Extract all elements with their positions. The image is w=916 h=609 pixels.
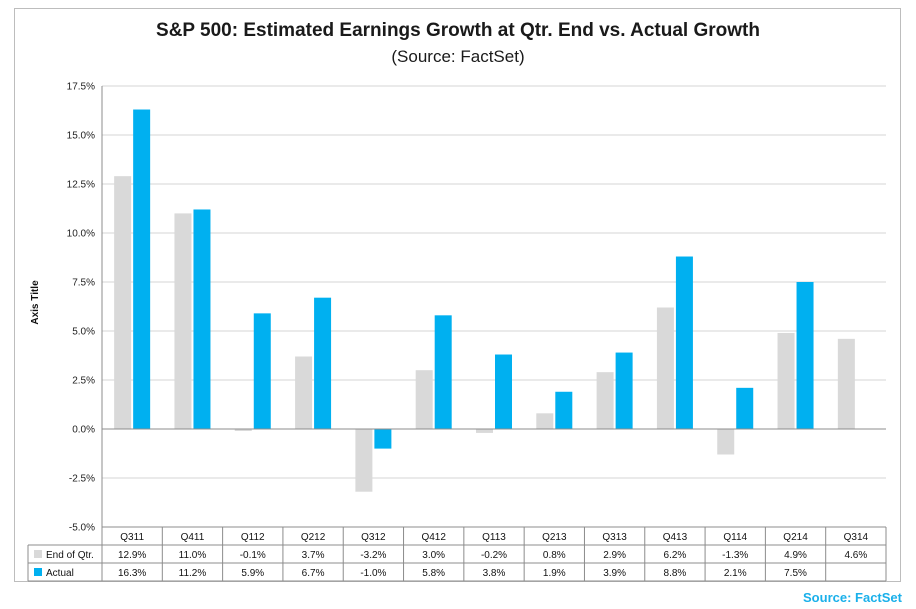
data-label: -1.3% bbox=[722, 550, 748, 561]
bar-actual-q412 bbox=[434, 315, 452, 429]
data-label: 0.8% bbox=[543, 550, 566, 561]
y-tick-label: 17.5% bbox=[67, 82, 95, 93]
data-label: 11.0% bbox=[179, 550, 207, 561]
legend-label-end-of-qtr: End of Qtr. bbox=[46, 550, 94, 561]
data-label: 7.5% bbox=[784, 568, 807, 579]
data-label: 5.8% bbox=[422, 568, 445, 579]
x-tick-label: Q411 bbox=[181, 532, 205, 543]
legend-swatch-actual bbox=[34, 568, 42, 576]
bar-end-of-qtr-q313 bbox=[596, 372, 614, 429]
bar-actual-q413 bbox=[675, 256, 693, 429]
data-label: -3.2% bbox=[360, 550, 386, 561]
data-label: -1.0% bbox=[360, 568, 386, 579]
data-label: -0.1% bbox=[240, 550, 266, 561]
bar-end-of-qtr-q114 bbox=[717, 429, 735, 455]
bar-end-of-qtr-q113 bbox=[476, 429, 493, 433]
x-tick-label: Q413 bbox=[663, 532, 688, 543]
y-tick-label: 5.0% bbox=[72, 327, 95, 338]
x-tick-label: Q114 bbox=[723, 532, 747, 543]
x-tick-label: Q412 bbox=[421, 532, 446, 543]
data-label: 3.9% bbox=[603, 568, 626, 579]
y-tick-label: 7.5% bbox=[72, 278, 95, 289]
bar-actual-q213 bbox=[555, 391, 573, 429]
x-tick-label: Q313 bbox=[602, 532, 627, 543]
bar-end-of-qtr-q212 bbox=[295, 356, 313, 429]
bar-end-of-qtr-q314 bbox=[837, 338, 855, 429]
bar-actual-q212 bbox=[314, 297, 332, 429]
x-tick-label: Q314 bbox=[844, 532, 869, 543]
data-label: 3.7% bbox=[302, 550, 325, 561]
x-tick-label: Q212 bbox=[301, 532, 326, 543]
y-tick-label: 0.0% bbox=[72, 425, 95, 436]
data-label: 1.9% bbox=[543, 568, 566, 579]
x-tick-label: Q113 bbox=[482, 532, 506, 543]
bar-end-of-qtr-q413 bbox=[656, 307, 674, 429]
bar-end-of-qtr-q412 bbox=[415, 370, 433, 429]
data-label: 5.9% bbox=[241, 568, 264, 579]
y-tick-label: 10.0% bbox=[67, 229, 95, 240]
legend-swatch-end-of-qtr bbox=[34, 550, 42, 558]
data-label: 4.9% bbox=[784, 550, 807, 561]
bar-actual-q313 bbox=[615, 352, 633, 429]
bar-actual-q311 bbox=[133, 109, 151, 430]
bar-end-of-qtr-q213 bbox=[536, 413, 554, 429]
bar-actual-q411 bbox=[193, 209, 211, 429]
data-label: 2.9% bbox=[603, 550, 626, 561]
y-tick-label: 15.0% bbox=[67, 131, 95, 142]
bar-end-of-qtr-q214 bbox=[777, 332, 795, 429]
bar-actual-q114 bbox=[736, 387, 754, 429]
data-label: 6.2% bbox=[664, 550, 687, 561]
y-axis-title: Axis Title bbox=[30, 280, 41, 325]
bar-actual-q112 bbox=[253, 313, 271, 429]
data-label: 3.0% bbox=[422, 550, 445, 561]
bar-end-of-qtr-q311 bbox=[114, 176, 132, 429]
bar-actual-q214 bbox=[796, 282, 814, 429]
data-label: 2.1% bbox=[724, 568, 747, 579]
data-label: 11.2% bbox=[179, 568, 207, 579]
data-label: 3.8% bbox=[483, 568, 506, 579]
y-tick-label: 12.5% bbox=[67, 180, 95, 191]
chart-title: S&P 500: Estimated Earnings Growth at Qt… bbox=[156, 20, 760, 41]
legend-label-actual: Actual bbox=[46, 568, 74, 579]
bar-end-of-qtr-q112 bbox=[234, 429, 252, 431]
x-tick-label: Q311 bbox=[120, 532, 144, 543]
data-label: 16.3% bbox=[118, 568, 146, 579]
chart-subtitle: (Source: FactSet) bbox=[391, 47, 525, 66]
bar-actual-q312 bbox=[374, 429, 392, 449]
data-label: 8.8% bbox=[664, 568, 687, 579]
x-tick-label: Q214 bbox=[783, 532, 808, 543]
data-label: 6.7% bbox=[302, 568, 325, 579]
data-label: -0.2% bbox=[481, 550, 507, 561]
y-tick-label: 2.5% bbox=[72, 376, 95, 387]
bar-end-of-qtr-q411 bbox=[174, 213, 192, 429]
x-tick-label: Q112 bbox=[241, 532, 265, 543]
data-label: 12.9% bbox=[118, 550, 146, 561]
bar-actual-q113 bbox=[495, 354, 512, 429]
source-note: Source: FactSet bbox=[803, 590, 902, 605]
y-tick-label: -2.5% bbox=[69, 474, 95, 485]
data-label: 4.6% bbox=[844, 550, 867, 561]
y-tick-label: -5.0% bbox=[69, 523, 95, 534]
x-tick-label: Q312 bbox=[361, 532, 386, 543]
bar-end-of-qtr-q312 bbox=[355, 429, 373, 492]
x-tick-label: Q213 bbox=[542, 532, 567, 543]
